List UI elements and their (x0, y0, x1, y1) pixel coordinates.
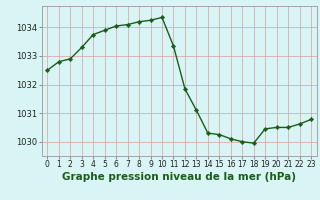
X-axis label: Graphe pression niveau de la mer (hPa): Graphe pression niveau de la mer (hPa) (62, 172, 296, 182)
